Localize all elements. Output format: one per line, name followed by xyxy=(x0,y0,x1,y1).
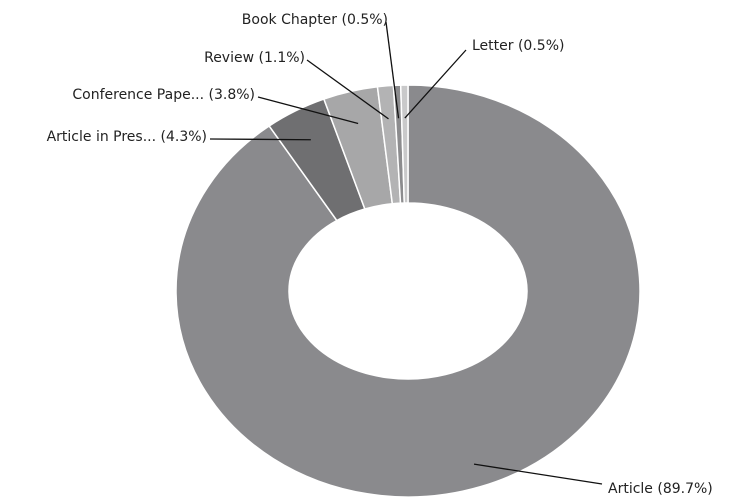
leader-line xyxy=(209,138,311,141)
slice-label: Book Chapter (0.5%) xyxy=(242,12,388,28)
slice-label: Conference Pape... (3.8%) xyxy=(72,87,255,103)
donut-slice xyxy=(399,84,409,204)
slice-label: Article in Pres... (4.3%) xyxy=(47,129,207,145)
leader-line xyxy=(306,59,389,120)
leader-line xyxy=(473,463,603,485)
leader-line xyxy=(404,49,467,119)
slice-label: Letter (0.5%) xyxy=(472,38,564,54)
leader-line xyxy=(257,96,359,125)
slice-label: Article (89.7%) xyxy=(608,481,713,497)
slice-label: Review (1.1%) xyxy=(204,50,305,66)
leader-line xyxy=(385,21,400,119)
donut-slice xyxy=(175,84,641,498)
